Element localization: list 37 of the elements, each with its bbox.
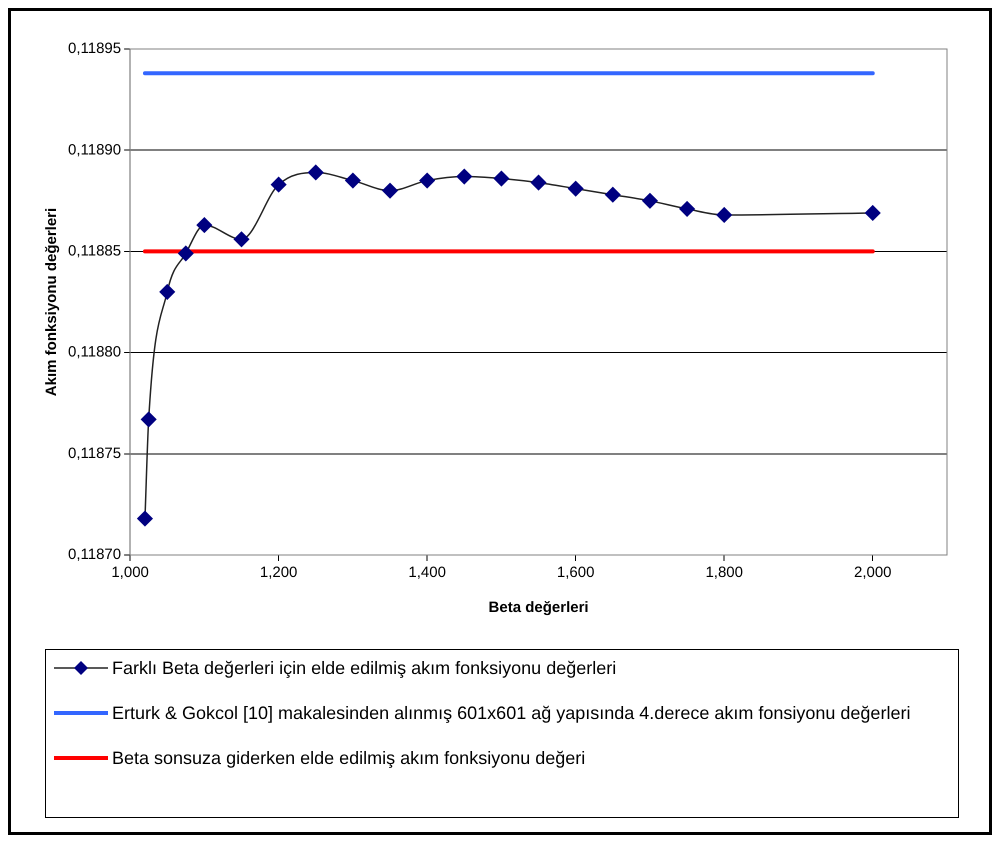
point (864, 205, 880, 221)
x-tick-label: 1,600 (556, 564, 594, 582)
y-tick-label: 0,11890 (68, 141, 122, 158)
point (679, 201, 695, 217)
x-tick-label: 1,400 (408, 564, 446, 582)
y-tick-label: 0,11875 (68, 444, 122, 462)
y-tick-label: 0,11895 (68, 40, 122, 58)
x-tick-label: 1,800 (705, 564, 743, 582)
legend-label: Farklı Beta değerleri için elde edilmiş akım fonksiyonu değerleri (112, 658, 616, 679)
point (494, 170, 510, 186)
point (345, 172, 361, 188)
y-tick-label: 0,11885 (68, 242, 122, 260)
point (137, 510, 153, 526)
point (568, 180, 584, 196)
point (140, 412, 156, 428)
point (419, 172, 435, 188)
point (178, 246, 194, 262)
point (270, 176, 286, 192)
x-tick-label: 2,000 (854, 564, 892, 582)
y-tick-label: 0,11880 (68, 344, 122, 361)
legend-label: Beta sonsuza giderken elde edilmiş akım fonksiyonu değeri (112, 748, 586, 769)
legend-label: Erturk & Gokcol [10] makalesinden alınmış 601x601 ağ yapısında 4.derece akım fonsiyonu değerleri (112, 703, 910, 724)
point (716, 207, 732, 223)
point (308, 164, 324, 180)
point (159, 284, 175, 300)
point (456, 168, 472, 184)
x-tick-label: 1,200 (260, 564, 298, 582)
point (530, 174, 546, 190)
point (642, 193, 658, 209)
point (605, 186, 621, 202)
y-tick-label: 0,11870 (68, 546, 122, 564)
y-axis-title: Akım fonksiyonu değerleri (43, 208, 60, 396)
x-tick-label: 1,000 (111, 564, 149, 582)
point (382, 182, 398, 198)
point (196, 217, 212, 233)
x-axis-title: Beta değerleri (488, 599, 589, 616)
point (234, 232, 250, 248)
